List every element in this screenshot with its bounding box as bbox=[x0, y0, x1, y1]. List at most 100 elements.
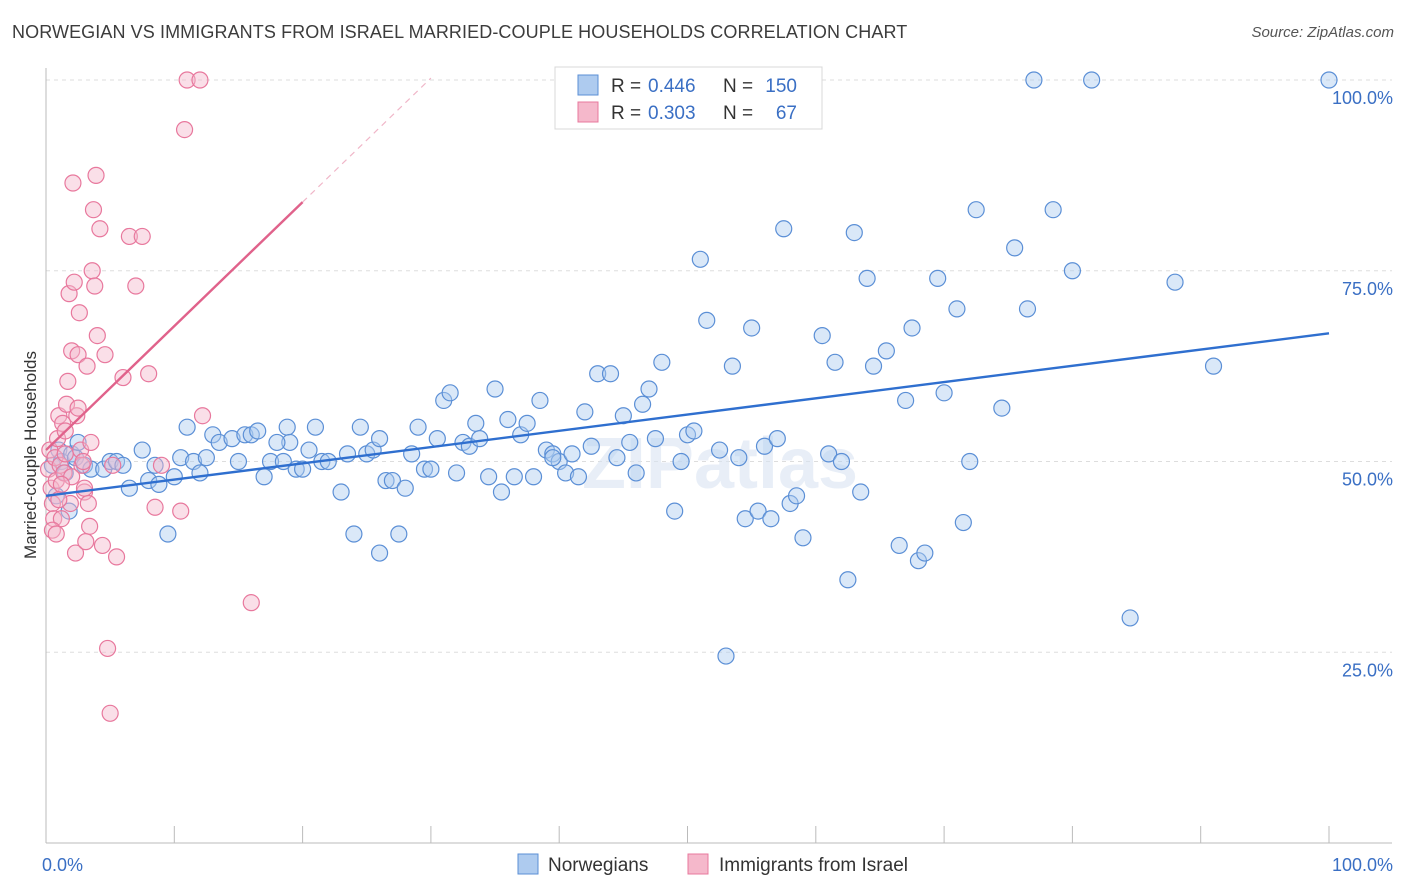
norwegians-point-23 bbox=[178, 418, 196, 436]
norwegians-point-47 bbox=[345, 525, 363, 543]
norwegians-point-75 bbox=[524, 468, 543, 486]
israel-point-57 bbox=[193, 407, 212, 425]
norwegians-point-59 bbox=[422, 460, 440, 478]
norwegians-point-20 bbox=[159, 525, 177, 543]
bottom-legend: Norwegians Immigrants from Israel bbox=[517, 853, 908, 876]
bottom-legend-swatch-pink bbox=[687, 853, 709, 875]
legend-n-value-1: 150 bbox=[765, 76, 797, 97]
norwegians-point-95 bbox=[666, 502, 684, 520]
israel-point-54 bbox=[175, 120, 194, 139]
norwegians-point-86 bbox=[601, 365, 620, 383]
norwegians-point-67 bbox=[471, 430, 489, 448]
norwegians-point-25 bbox=[191, 464, 209, 482]
norwegians-point-38 bbox=[281, 433, 299, 452]
norwegians-point-22 bbox=[172, 449, 190, 467]
israel-point-66 bbox=[52, 475, 70, 493]
norwegians-point-33 bbox=[249, 422, 267, 440]
legend-n-label-1: N = bbox=[723, 76, 753, 97]
norwegians-point-115 bbox=[813, 327, 831, 345]
israel-point-65 bbox=[47, 525, 65, 543]
norwegians-point-90 bbox=[627, 464, 645, 482]
israel-point-42 bbox=[98, 639, 117, 658]
israel-point-45 bbox=[107, 548, 126, 566]
norwegians-point-103 bbox=[723, 357, 742, 375]
norwegians-point-57 bbox=[409, 418, 427, 436]
norwegians-point-63 bbox=[447, 464, 466, 482]
israel-point-52 bbox=[152, 456, 171, 474]
legend-swatch-pink bbox=[577, 101, 599, 123]
norwegians-point-29 bbox=[223, 430, 241, 448]
norwegians-point-104 bbox=[730, 449, 748, 467]
israel-point-43 bbox=[101, 704, 119, 722]
norwegians-point-108 bbox=[755, 437, 774, 455]
israel-point-41 bbox=[96, 346, 114, 364]
norwegians-point-135 bbox=[967, 201, 985, 219]
norwegians-point-87 bbox=[608, 449, 626, 467]
israel-point-33 bbox=[82, 433, 100, 452]
legend-r-value-1: 0.446 bbox=[648, 76, 696, 97]
norwegians-point-137 bbox=[1006, 239, 1024, 257]
norwegians-point-134 bbox=[961, 452, 979, 471]
norwegians-point-133 bbox=[954, 513, 972, 532]
israel-point-37 bbox=[87, 166, 105, 184]
norwegians-point-37 bbox=[278, 418, 296, 436]
norwegians-point-119 bbox=[839, 571, 857, 589]
trend-line-israel bbox=[45, 201, 304, 451]
israel-point-51 bbox=[146, 498, 164, 516]
norwegians-point-54 bbox=[390, 525, 408, 543]
legend-r-label-1: R = bbox=[611, 76, 641, 97]
norwegians-point-83 bbox=[576, 403, 594, 421]
norwegians-point-146 bbox=[1320, 71, 1338, 89]
israel-point-50 bbox=[140, 365, 158, 383]
israel-point-30 bbox=[78, 357, 96, 375]
norwegians-point-62 bbox=[441, 384, 459, 402]
norwegians-point-124 bbox=[877, 342, 895, 360]
norwegians-point-121 bbox=[852, 483, 870, 501]
norwegians-point-30 bbox=[229, 452, 248, 471]
norwegians-point-125 bbox=[890, 536, 908, 555]
norwegians-point-127 bbox=[903, 319, 921, 337]
norwegians-point-105 bbox=[736, 510, 754, 528]
israel-point-38 bbox=[88, 327, 106, 345]
norwegians-point-113 bbox=[787, 487, 806, 505]
israel-point-29 bbox=[77, 533, 95, 551]
norwegians-point-52 bbox=[377, 471, 395, 490]
norwegians-point-45 bbox=[332, 483, 350, 501]
bottom-legend-swatch-blue bbox=[517, 853, 539, 875]
trend-line-israel-extension bbox=[302, 77, 432, 203]
norwegians-point-148 bbox=[370, 430, 389, 448]
bottom-legend-label-norwegians: Norwegians bbox=[548, 855, 648, 876]
norwegians-point-48 bbox=[351, 418, 369, 436]
x-tick-labels: 0.0% 100.0% bbox=[42, 855, 1393, 875]
norwegians-point-71 bbox=[499, 410, 517, 429]
norwegians-point-82 bbox=[569, 468, 588, 486]
israel-point-64 bbox=[75, 479, 94, 497]
israel-point-53 bbox=[172, 502, 190, 520]
x-tick-label-1: 100.0% bbox=[1332, 855, 1393, 875]
norwegians-point-16 bbox=[133, 441, 151, 459]
norwegians-point-102 bbox=[717, 647, 735, 665]
norwegians-point-31 bbox=[236, 426, 254, 444]
norwegians-point-53 bbox=[383, 471, 402, 490]
legend-r-value-2: 0.303 bbox=[648, 103, 696, 124]
norwegians-point-55 bbox=[396, 479, 414, 497]
norwegians-point-15 bbox=[120, 479, 138, 497]
norwegians-point-74 bbox=[518, 414, 536, 432]
norwegians-point-111 bbox=[775, 220, 793, 238]
trend-line-norwegians bbox=[45, 332, 1330, 498]
norwegians-point-60 bbox=[428, 430, 446, 448]
norwegians-point-58 bbox=[415, 460, 434, 478]
chart-title: NORWEGIAN VS IMMIGRANTS FROM ISRAEL MARR… bbox=[12, 22, 908, 42]
israel-point-19 bbox=[64, 174, 82, 192]
norwegians-point-81 bbox=[563, 445, 581, 463]
norwegians-point-80 bbox=[557, 464, 575, 482]
israel-point-31 bbox=[79, 494, 97, 513]
norwegians-point-76 bbox=[531, 391, 549, 410]
norwegians-point-99 bbox=[691, 250, 709, 268]
norwegians-point-120 bbox=[845, 224, 863, 242]
israel-point-27 bbox=[74, 452, 92, 471]
norwegians-point-107 bbox=[749, 502, 767, 520]
norwegians-point-118 bbox=[832, 452, 851, 471]
norwegians-point-84 bbox=[582, 437, 600, 455]
